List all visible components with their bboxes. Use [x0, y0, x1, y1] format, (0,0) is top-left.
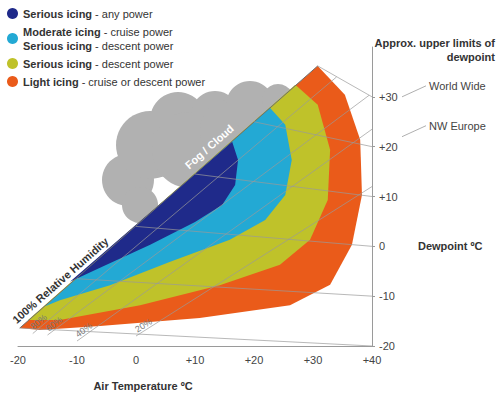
svg-text:NW Europe: NW Europe	[429, 120, 486, 132]
svg-text:+20: +20	[245, 354, 264, 366]
svg-text:100% Relative Humidity: 100% Relative Humidity	[10, 234, 111, 325]
svg-text:-20: -20	[10, 354, 26, 366]
svg-text:Light icing: Light icing	[23, 76, 79, 88]
svg-text:- descent power: - descent power	[92, 58, 174, 70]
svg-text:80%: 80%	[28, 312, 49, 332]
svg-text:+20: +20	[379, 141, 398, 153]
svg-text:-20: -20	[379, 340, 395, 352]
svg-text:40%: 40%	[74, 321, 94, 340]
svg-text:Approx. upper limits of: Approx. upper limits of	[375, 37, 496, 49]
svg-text:- cruise power: - cruise power	[101, 26, 173, 38]
svg-text:+40: +40	[363, 354, 382, 366]
svg-text:-10: -10	[379, 290, 395, 302]
svg-text:- cruise or descent power: - cruise or descent power	[79, 76, 206, 88]
svg-text:-10: -10	[69, 354, 85, 366]
svg-text:Serious icing: Serious icing	[23, 40, 92, 52]
svg-text:Moderate icing: Moderate icing	[23, 26, 101, 38]
svg-text:0: 0	[133, 354, 139, 366]
svg-text:60%: 60%	[44, 314, 64, 333]
svg-text:+10: +10	[379, 191, 398, 203]
svg-text:- descent power: - descent power	[92, 40, 174, 52]
svg-text:+30: +30	[379, 91, 398, 103]
svg-text:Dewpoint ºC: Dewpoint ºC	[418, 240, 483, 252]
svg-text:Serious icing: Serious icing	[23, 58, 92, 70]
svg-text:Serious icing: Serious icing	[23, 8, 92, 20]
svg-text:+10: +10	[186, 354, 205, 366]
svg-text:0: 0	[379, 240, 385, 252]
svg-text:Fog / Cloud: Fog / Cloud	[183, 122, 236, 171]
svg-text:World Wide: World Wide	[429, 80, 486, 92]
svg-text:Air Temperature ºC: Air Temperature ºC	[93, 380, 192, 392]
svg-text:- any power: - any power	[92, 8, 153, 20]
svg-text:dewpoint: dewpoint	[444, 51, 496, 63]
svg-text:20%: 20%	[133, 316, 154, 334]
svg-text:+30: +30	[304, 354, 323, 366]
